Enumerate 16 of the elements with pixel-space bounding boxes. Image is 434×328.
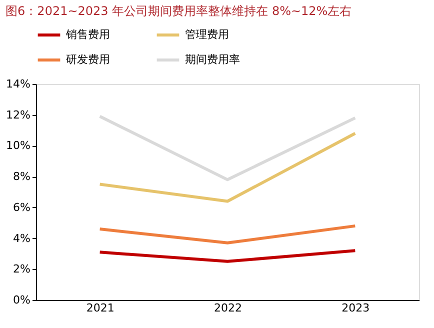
legend-label: 管理费用 bbox=[185, 28, 229, 41]
legend-label: 期间费用率 bbox=[185, 53, 240, 66]
y-tick-label: 12% bbox=[6, 108, 30, 122]
x-tick-label: 2023 bbox=[342, 302, 370, 314]
y-tick-label: 6% bbox=[13, 200, 30, 214]
legend-label: 研发费用 bbox=[66, 53, 110, 66]
y-tick-label: 10% bbox=[6, 139, 30, 152]
y-tick-label: 4% bbox=[13, 232, 30, 245]
y-tick-label: 8% bbox=[13, 170, 30, 184]
y-tick-label: 0% bbox=[13, 294, 30, 306]
chart-title: 图6：2021~2023 年公司期间费用率整体维持在 8%~12%左右 bbox=[6, 4, 352, 18]
y-tick-label: 14% bbox=[6, 78, 30, 90]
legend-label: 销售费用 bbox=[65, 28, 110, 41]
x-tick-label: 2022 bbox=[214, 302, 242, 314]
x-tick-label: 2021 bbox=[86, 302, 114, 314]
y-tick-label: 2% bbox=[13, 262, 30, 276]
